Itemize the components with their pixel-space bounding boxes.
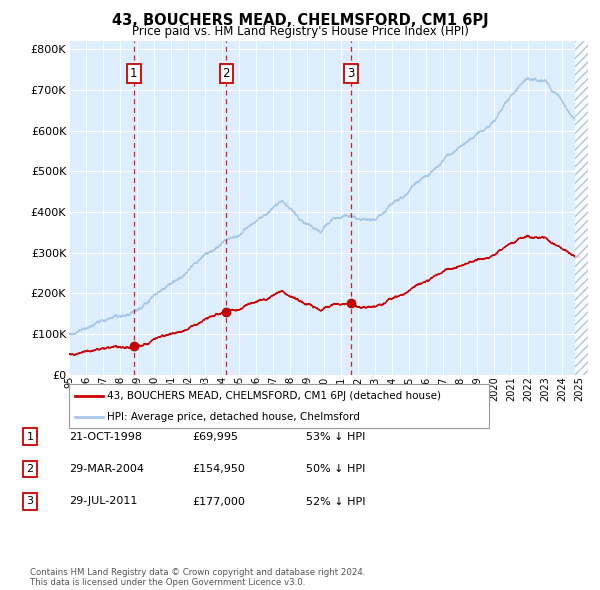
Text: 3: 3 <box>347 67 355 80</box>
Text: 1: 1 <box>130 67 137 80</box>
Text: 43, BOUCHERS MEAD, CHELMSFORD, CM1 6PJ (detached house): 43, BOUCHERS MEAD, CHELMSFORD, CM1 6PJ (… <box>107 391 441 401</box>
Bar <box>575 41 592 375</box>
Text: 2: 2 <box>26 464 34 474</box>
FancyBboxPatch shape <box>69 384 489 428</box>
Text: 43, BOUCHERS MEAD, CHELMSFORD, CM1 6PJ: 43, BOUCHERS MEAD, CHELMSFORD, CM1 6PJ <box>112 13 488 28</box>
Text: 29-MAR-2004: 29-MAR-2004 <box>69 464 144 474</box>
Text: £69,995: £69,995 <box>192 432 238 441</box>
Text: £177,000: £177,000 <box>192 497 245 506</box>
Text: Contains HM Land Registry data © Crown copyright and database right 2024.
This d: Contains HM Land Registry data © Crown c… <box>30 568 365 587</box>
Text: Price paid vs. HM Land Registry's House Price Index (HPI): Price paid vs. HM Land Registry's House … <box>131 25 469 38</box>
Text: 52% ↓ HPI: 52% ↓ HPI <box>306 497 365 506</box>
Text: HPI: Average price, detached house, Chelmsford: HPI: Average price, detached house, Chel… <box>107 412 359 422</box>
Text: 21-OCT-1998: 21-OCT-1998 <box>69 432 142 441</box>
Text: 1: 1 <box>26 432 34 441</box>
Text: 3: 3 <box>26 497 34 506</box>
Text: 2: 2 <box>223 67 230 80</box>
Text: 50% ↓ HPI: 50% ↓ HPI <box>306 464 365 474</box>
Text: 29-JUL-2011: 29-JUL-2011 <box>69 497 137 506</box>
Text: 53% ↓ HPI: 53% ↓ HPI <box>306 432 365 441</box>
Text: £154,950: £154,950 <box>192 464 245 474</box>
